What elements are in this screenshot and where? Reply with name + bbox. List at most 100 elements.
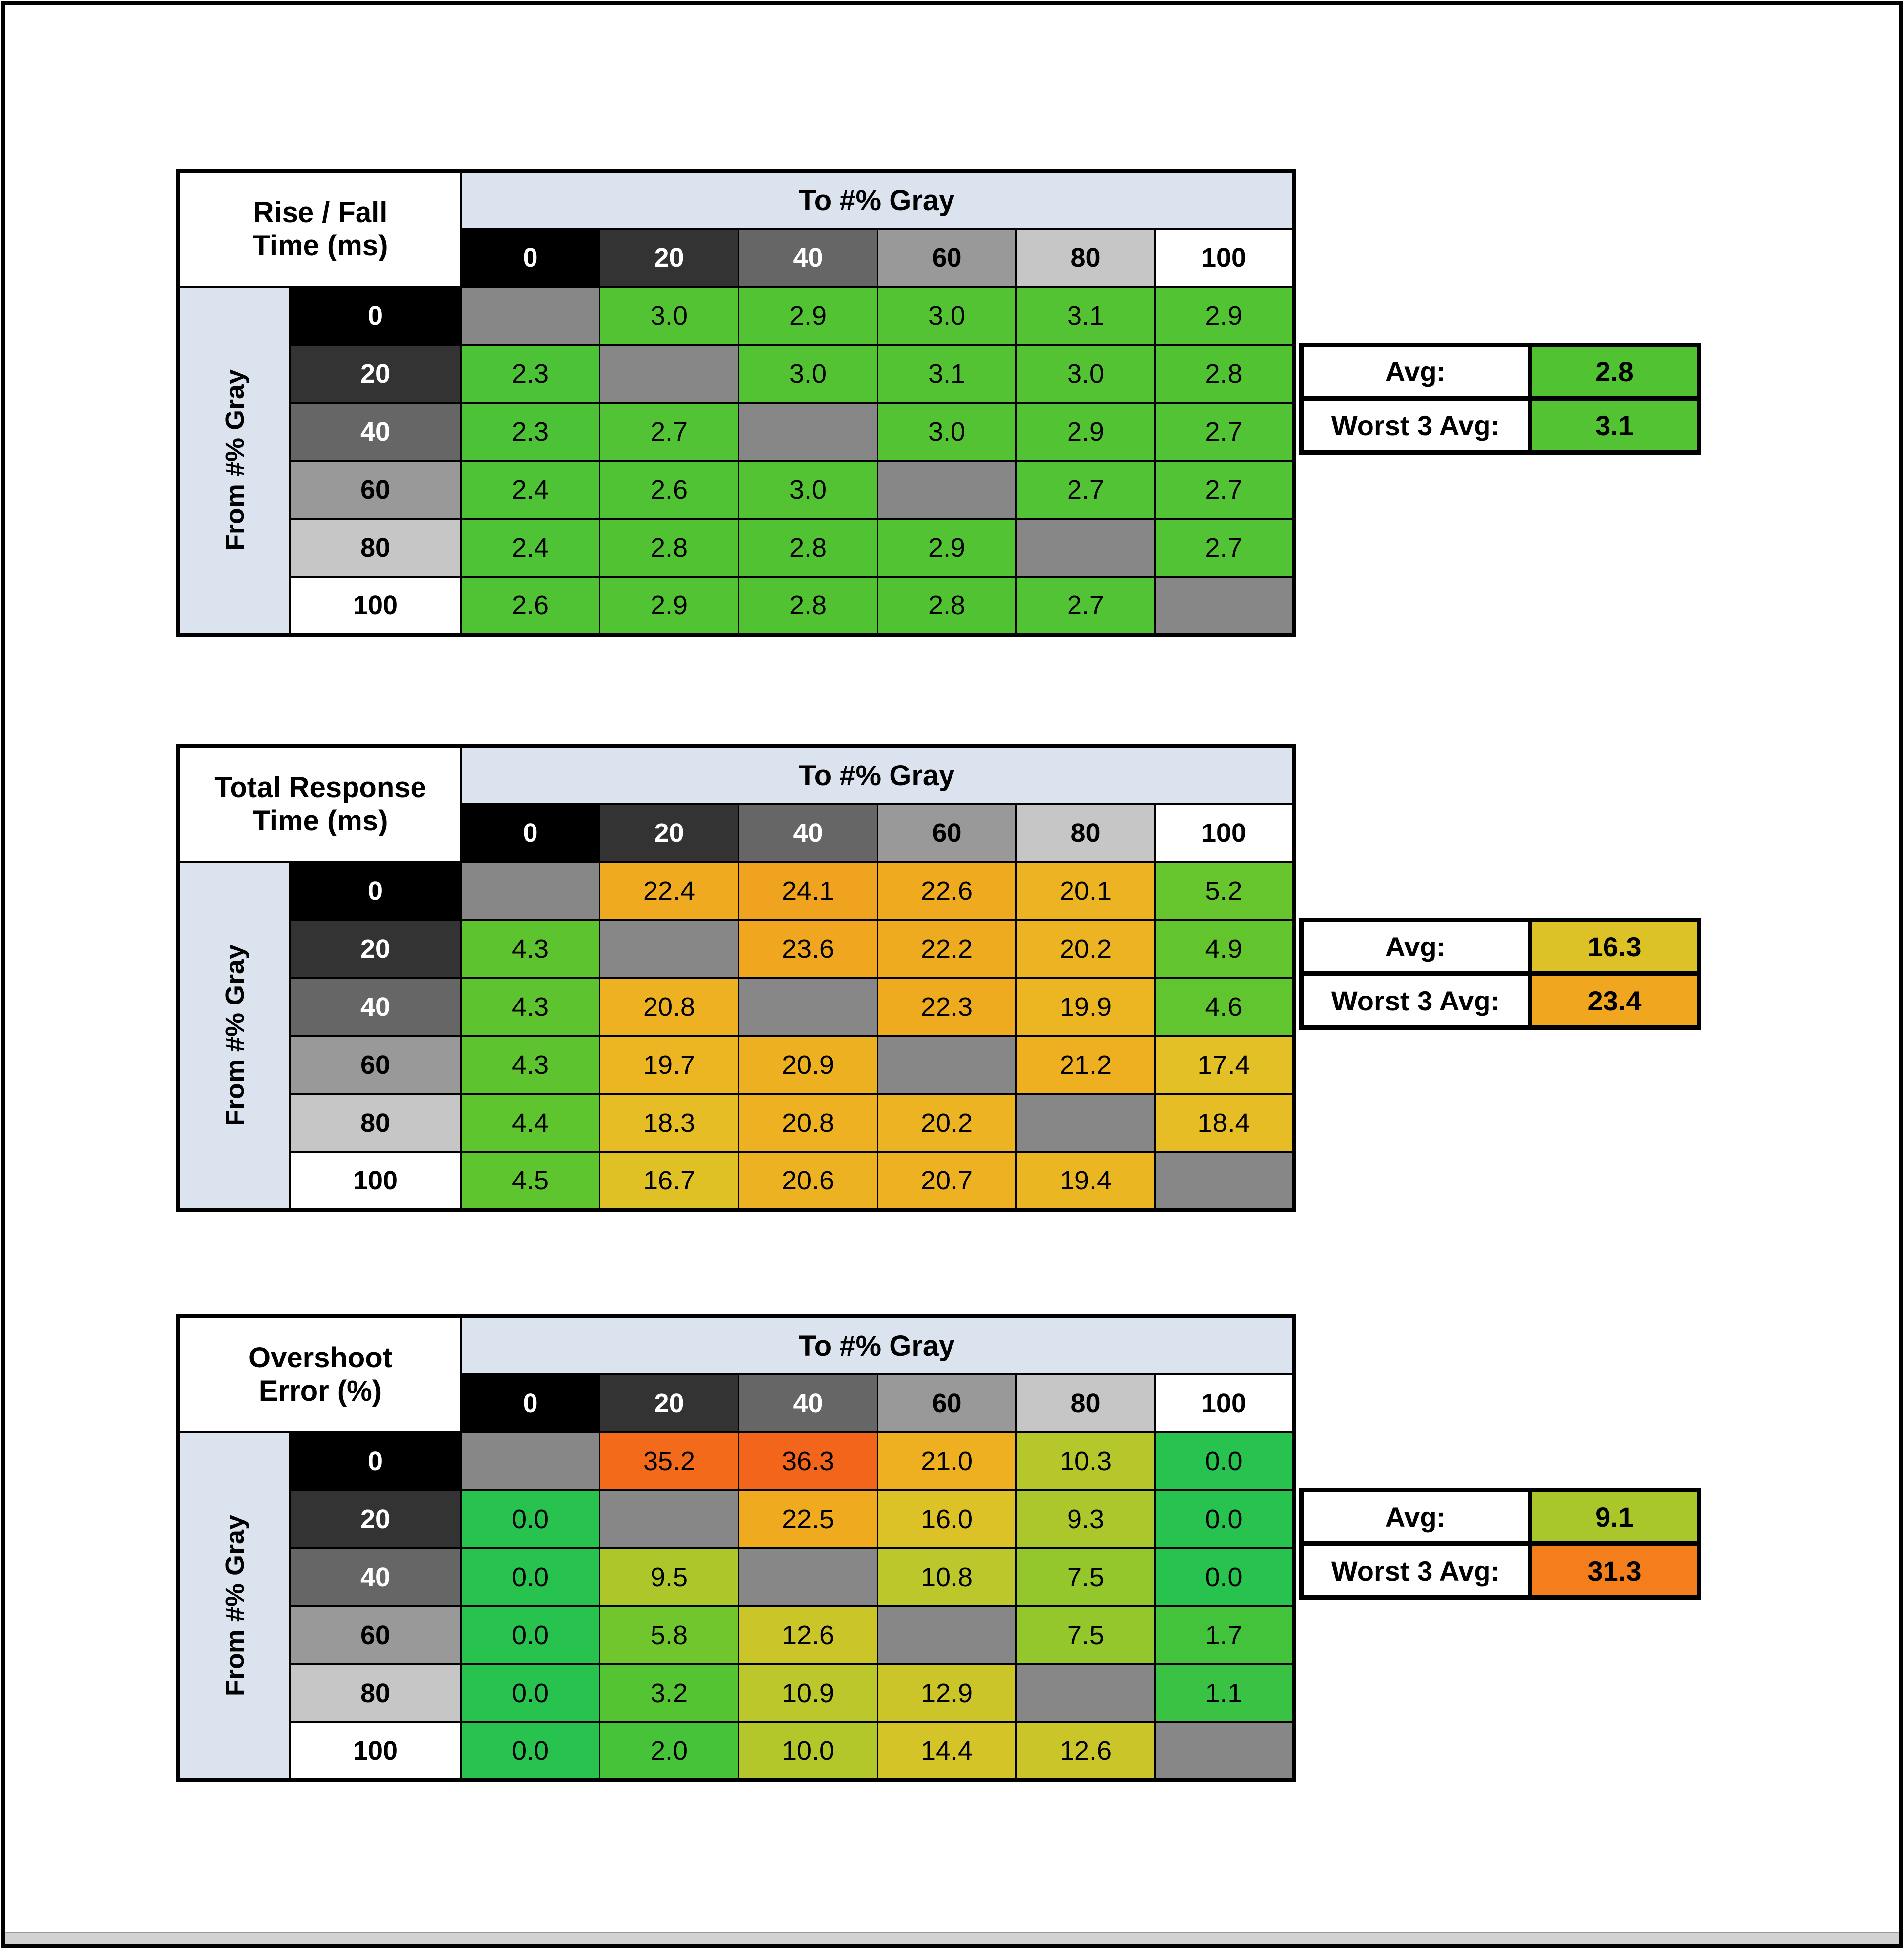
value-cell: 4.9: [1154, 919, 1295, 979]
value-cell: 3.0: [877, 402, 1017, 462]
row-header-cell: 40: [289, 977, 462, 1037]
table-row: 40 4.3 20.8 22.3 19.9 4.6: [178, 977, 1295, 1037]
avg-label: Avg:: [1299, 1488, 1532, 1546]
value-cell: 10.9: [738, 1663, 878, 1723]
row-header-cell: 80: [289, 1093, 462, 1153]
table-row: 40 2.3 2.7 3.0 2.9 2.7: [178, 402, 1295, 462]
row-axis-label: From #% Gray: [178, 286, 291, 636]
value-cell: 21.2: [1015, 1035, 1156, 1095]
value-cell: 9.5: [599, 1547, 739, 1607]
value-cell: 14.4: [877, 1721, 1017, 1781]
table-row: 100 2.6 2.9 2.8 2.8 2.7: [178, 576, 1295, 636]
value-cell: 10.8: [877, 1547, 1017, 1607]
value-cell: 10.3: [1015, 1431, 1156, 1491]
col-header-cell: 20: [599, 1373, 739, 1433]
value-cell: 3.0: [738, 460, 878, 520]
value-cell: 4.4: [460, 1093, 600, 1153]
heatmap-table: Rise / Fall Time (ms) To #% Gray 0 20 40 60…: [176, 169, 1296, 637]
value-cell: 3.0: [1015, 344, 1156, 404]
horizontal-scrollbar[interactable]: [5, 1932, 1899, 1944]
value-cell: 2.6: [599, 460, 739, 520]
avg-value: 9.1: [1528, 1488, 1701, 1546]
diagonal-cell: [1154, 576, 1295, 636]
diagonal-cell: [599, 919, 739, 979]
value-cell: 22.2: [877, 919, 1017, 979]
value-cell: 3.1: [877, 344, 1017, 404]
value-cell: 4.6: [1154, 977, 1295, 1037]
value-cell: 3.2: [599, 1663, 739, 1723]
row-header-cell: 0: [289, 861, 462, 921]
worst3avg-label: Worst 3 Avg:: [1299, 397, 1532, 455]
value-cell: 2.4: [460, 518, 600, 578]
worst3avg-summary: Worst 3 Avg: 3.1: [1299, 397, 1701, 455]
row-axis-label-text: From #% Gray: [220, 1514, 250, 1697]
col-header-cell: 0: [460, 1373, 600, 1433]
table-row: From #% Gray 0 3.0 2.9 3.0 3.1 2.9: [178, 286, 1295, 636]
row-header-cell: 20: [289, 1489, 462, 1549]
value-cell: 2.8: [877, 576, 1017, 636]
worst3avg-value: 23.4: [1528, 972, 1701, 1030]
col-header-cell: 60: [877, 803, 1017, 863]
table-title-line2: Error (%): [258, 1375, 382, 1407]
table-row: From #% Gray 0 22.4 24.1 22.6 20.1 5.2: [178, 861, 1295, 1211]
col-header-cell: 80: [1015, 228, 1156, 288]
row-header-cell: 80: [289, 518, 462, 578]
worst3avg-summary: Worst 3 Avg: 31.3: [1299, 1542, 1701, 1600]
avg-value: 16.3: [1528, 918, 1701, 976]
value-cell: 7.5: [1015, 1547, 1156, 1607]
row-header-cell: 40: [289, 1547, 462, 1607]
value-cell: 35.2: [599, 1431, 739, 1491]
value-cell: 3.0: [738, 344, 878, 404]
diagonal-cell: [460, 1431, 600, 1491]
value-cell: 7.5: [1015, 1605, 1156, 1665]
value-cell: 2.9: [1015, 402, 1156, 462]
table-row: 80 0.0 3.2 10.9 12.9 1.1: [178, 1663, 1295, 1723]
table-row: 100 4.5 16.7 20.6 20.7 19.4: [178, 1151, 1295, 1211]
table-row: 20 2.3 3.0 3.1 3.0 2.8: [178, 344, 1295, 404]
col-header-cell: 40: [738, 228, 878, 288]
value-cell: 1.7: [1154, 1605, 1295, 1665]
diagonal-cell: [738, 402, 878, 462]
value-cell: 24.1: [738, 861, 878, 921]
col-axis-label: To #% Gray: [460, 1315, 1295, 1375]
value-cell: 2.6: [460, 576, 600, 636]
value-cell: 2.3: [460, 344, 600, 404]
row-header-cell: 20: [289, 919, 462, 979]
value-cell: 0.0: [1154, 1489, 1295, 1549]
value-cell: 20.6: [738, 1151, 878, 1211]
value-cell: 18.4: [1154, 1093, 1295, 1153]
table-row: 20 4.3 23.6 22.2 20.2 4.9: [178, 919, 1295, 979]
col-header-cell: 60: [877, 228, 1017, 288]
value-cell: 4.3: [460, 1035, 600, 1095]
table-title: Rise / Fall Time (ms): [178, 170, 462, 288]
value-cell: 2.7: [599, 402, 739, 462]
col-axis-label: To #% Gray: [460, 745, 1295, 805]
diagonal-cell: [460, 286, 600, 346]
value-cell: 23.6: [738, 919, 878, 979]
value-cell: 2.9: [1154, 286, 1295, 346]
col-header-cell: 60: [877, 1373, 1017, 1433]
value-cell: 19.9: [1015, 977, 1156, 1037]
value-cell: 20.8: [599, 977, 739, 1037]
value-cell: 0.0: [460, 1721, 600, 1781]
diagonal-cell: [460, 861, 600, 921]
value-cell: 20.2: [877, 1093, 1017, 1153]
value-cell: 10.0: [738, 1721, 878, 1781]
diagonal-cell: [1015, 1093, 1156, 1153]
avg-summary: Avg: 9.1: [1299, 1488, 1701, 1546]
value-cell: 2.0: [599, 1721, 739, 1781]
value-cell: 2.9: [738, 286, 878, 346]
value-cell: 2.8: [599, 518, 739, 578]
diagonal-cell: [1154, 1721, 1295, 1781]
diagonal-cell: [1015, 1663, 1156, 1723]
worst3avg-summary: Worst 3 Avg: 23.4: [1299, 972, 1701, 1030]
value-cell: 2.8: [738, 576, 878, 636]
table-row: 40 0.0 9.5 10.8 7.5 0.0: [178, 1547, 1295, 1607]
value-cell: 20.2: [1015, 919, 1156, 979]
value-cell: 3.0: [877, 286, 1017, 346]
value-cell: 20.8: [738, 1093, 878, 1153]
heatmap-table-block: Total Response Time (ms) To #% Gray 0 20 4…: [176, 744, 1763, 1212]
row-header-cell: 80: [289, 1663, 462, 1723]
col-header-cell: 100: [1154, 803, 1295, 863]
